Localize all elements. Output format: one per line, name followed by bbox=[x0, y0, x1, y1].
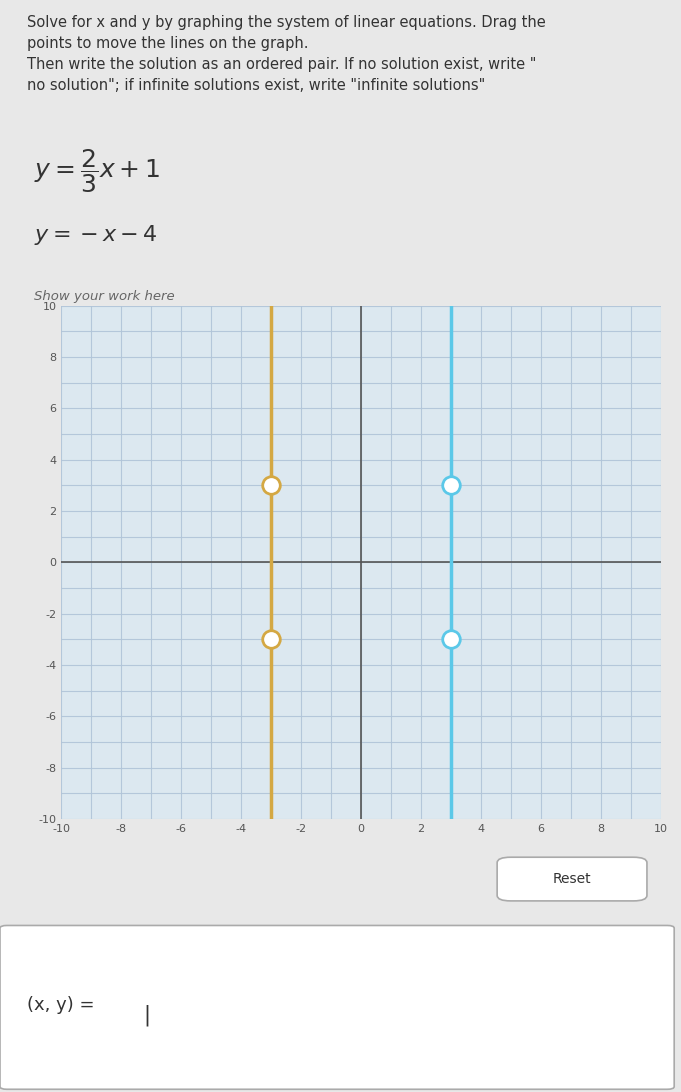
Text: |: | bbox=[143, 1005, 150, 1026]
Point bbox=[445, 476, 456, 494]
Text: $y = \dfrac{2}{3}x + 1$: $y = \dfrac{2}{3}x + 1$ bbox=[34, 146, 160, 194]
Text: Show your work here: Show your work here bbox=[34, 290, 174, 304]
FancyBboxPatch shape bbox=[0, 926, 674, 1090]
Text: (x, y) =: (x, y) = bbox=[27, 996, 95, 1013]
Point bbox=[266, 630, 276, 648]
Text: $y = -x - 4$: $y = -x - 4$ bbox=[34, 223, 158, 247]
Point bbox=[266, 476, 276, 494]
FancyBboxPatch shape bbox=[497, 857, 647, 901]
Text: Reset: Reset bbox=[553, 873, 591, 886]
Point bbox=[445, 630, 456, 648]
Text: Solve for x and y by graphing the system of linear equations. Drag the
points to: Solve for x and y by graphing the system… bbox=[27, 15, 546, 93]
